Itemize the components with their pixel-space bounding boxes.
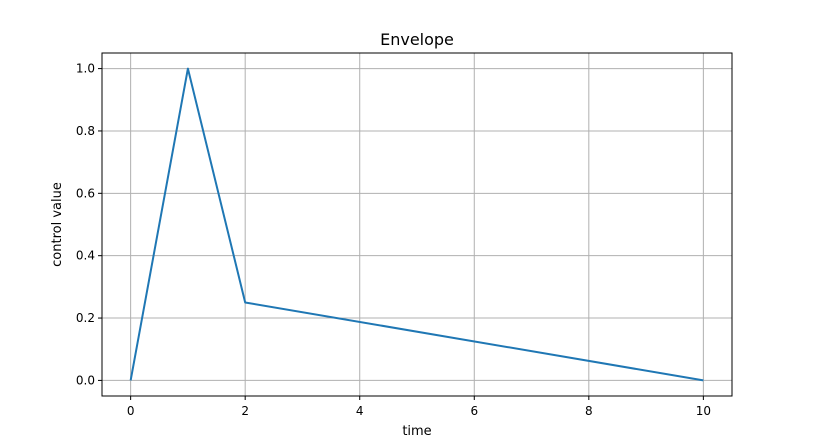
x-axis-ticks: 0 2 4 6 8 10 xyxy=(127,396,711,418)
x-axis-label: time xyxy=(402,424,431,439)
x-tick-label: 10 xyxy=(696,404,711,418)
plot-frame xyxy=(101,52,733,397)
y-tick-label: 1.0 xyxy=(76,62,95,76)
grid xyxy=(102,53,732,396)
x-tick-label: 4 xyxy=(356,404,364,418)
x-tick-label: 2 xyxy=(241,404,249,418)
x-tick-label: 6 xyxy=(470,404,478,418)
y-tick-label: 0.8 xyxy=(76,124,95,138)
y-tick-label: 0.4 xyxy=(76,249,95,263)
y-axis-label: control value xyxy=(50,182,65,267)
y-tick-label: 0.6 xyxy=(76,186,95,200)
y-tick-label: 0.2 xyxy=(76,311,95,325)
x-tick-label: 0 xyxy=(127,404,135,418)
y-tick-label: 0.0 xyxy=(76,373,95,387)
series-layer xyxy=(129,67,704,382)
x-tick-label: 8 xyxy=(585,404,593,418)
chart-title: Envelope xyxy=(380,30,454,49)
series-line xyxy=(129,67,704,382)
y-axis-ticks: 0.0 0.2 0.4 0.6 0.8 1.0 xyxy=(76,62,102,387)
